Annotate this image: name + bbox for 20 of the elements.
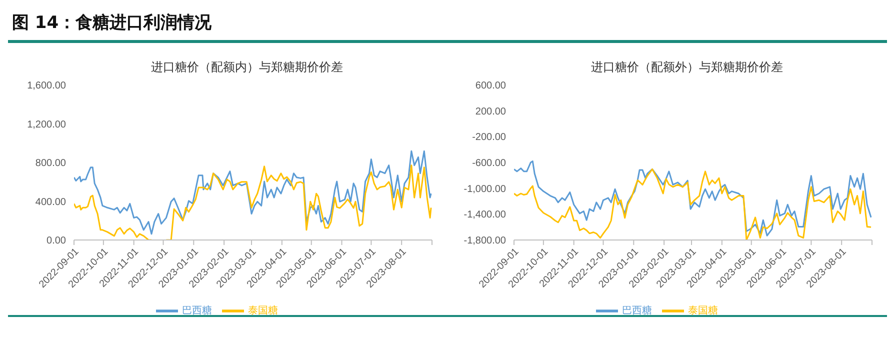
y-tick-label: 200.00 xyxy=(475,106,506,118)
chart-title: 进口糖价（配额外）与郑糖期价价差 xyxy=(590,59,784,76)
y-tick-label: -200.00 xyxy=(472,132,506,144)
y-tick-label: 400.00 xyxy=(35,196,66,208)
y-tick-label: 600.00 xyxy=(475,80,506,92)
y-tick-label: 0.00 xyxy=(46,236,66,247)
y-tick-label: -1,000.00 xyxy=(464,184,506,195)
y-tick-label: -600.00 xyxy=(472,158,506,170)
line-series xyxy=(74,150,432,235)
y-tick-label: 1,600.00 xyxy=(27,80,66,92)
y-tick-label: 1,200.00 xyxy=(27,119,66,130)
legend-label: 巴西糖 xyxy=(622,306,652,317)
legend-label: 泰国糖 xyxy=(248,306,278,317)
legend-label: 巴西糖 xyxy=(182,306,212,317)
chart-subtitle: 进口糖价（配额内）与郑糖期价价差 xyxy=(150,59,344,76)
y-tick-label: -1,400.00 xyxy=(464,210,506,221)
y-tick-label: 800.00 xyxy=(35,158,66,170)
legend-label: 泰国糖 xyxy=(688,306,718,317)
chart-title: 图 14：食糖进口利润情况 xyxy=(8,8,887,43)
y-tick-label: -1,800.00 xyxy=(464,236,506,247)
